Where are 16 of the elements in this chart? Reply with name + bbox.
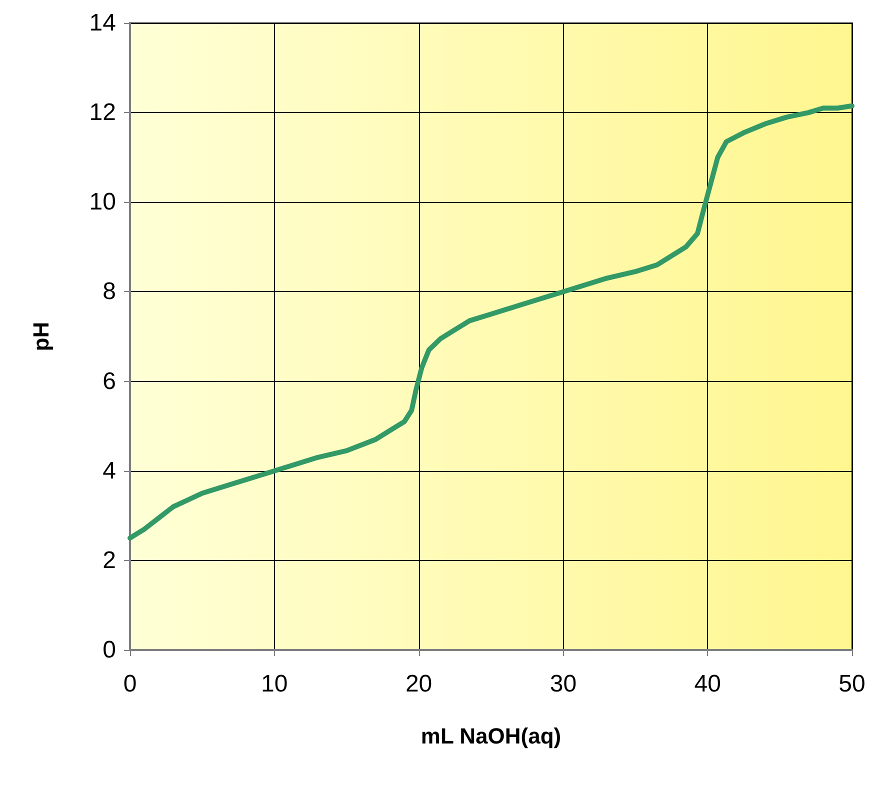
y-axis-title: pH (28, 322, 54, 352)
x-tick-label: 50 (838, 670, 866, 698)
y-tick-label: 8 (102, 278, 116, 306)
y-tick-label: 4 (102, 457, 116, 484)
x-axis-title: mL NaOH(aq) (420, 724, 562, 748)
x-tick-label: 0 (123, 670, 137, 698)
x-tick-label: 20 (405, 670, 432, 698)
y-tick-label: 2 (102, 546, 116, 574)
y-tick-label: 0 (102, 636, 116, 664)
y-tick-label: 14 (89, 10, 116, 36)
x-tick-label: 30 (550, 670, 577, 698)
y-tick-label: 6 (102, 368, 116, 395)
y-tick-label: 10 (89, 188, 116, 216)
y-tick-label: 12 (89, 99, 116, 126)
x-tick-label: 40 (694, 670, 721, 698)
x-tick-label: 10 (261, 670, 288, 698)
